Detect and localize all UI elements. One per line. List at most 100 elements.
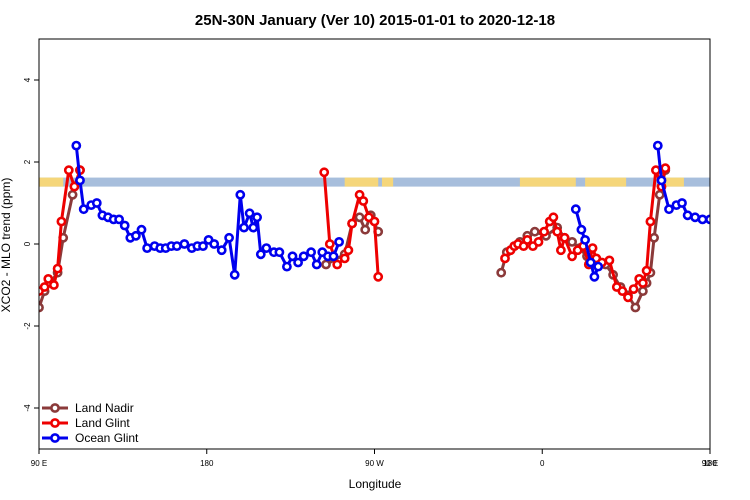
data-point	[360, 224, 371, 235]
data-point	[677, 198, 687, 208]
data-point	[78, 204, 89, 215]
series-layer	[39, 140, 743, 313]
data-point	[630, 302, 641, 313]
land-band-4	[585, 177, 627, 187]
data-point	[71, 140, 82, 151]
data-point	[570, 204, 581, 215]
x-tick-label: 90 W	[365, 459, 384, 468]
data-point	[604, 255, 615, 266]
data-point	[224, 232, 234, 243]
data-point	[49, 280, 59, 290]
data-point	[179, 239, 190, 249]
data-point	[682, 210, 693, 221]
data-point	[39, 282, 50, 292]
data-point	[654, 189, 665, 200]
data-point	[533, 236, 544, 247]
data-point	[75, 175, 85, 186]
data-point	[334, 236, 344, 247]
series-ocean-glint	[71, 140, 743, 282]
data-point	[209, 239, 220, 249]
data-point	[729, 232, 736, 239]
data-point	[287, 251, 298, 262]
land-ocean-band	[39, 177, 710, 187]
data-point	[328, 251, 339, 262]
land-band-1	[344, 177, 379, 187]
data-point	[593, 261, 604, 272]
data-point	[576, 224, 587, 235]
x-axis-label: Longitude	[349, 477, 402, 491]
data-point	[216, 245, 227, 256]
data-point	[587, 243, 598, 253]
data-point	[69, 181, 80, 192]
x-tick-label: 90 E	[702, 459, 718, 468]
data-point	[248, 222, 259, 233]
data-point	[645, 216, 656, 227]
data-point	[585, 257, 596, 268]
data-point	[229, 269, 240, 280]
data-point	[67, 189, 78, 200]
data-point	[343, 245, 354, 256]
data-point	[652, 140, 663, 151]
land-band-2	[381, 177, 394, 187]
data-point	[91, 198, 102, 208]
data-point	[651, 165, 661, 176]
data-point	[559, 232, 570, 243]
plot-frame	[38, 38, 711, 450]
data-point	[529, 226, 540, 237]
land-band-5	[665, 177, 684, 187]
data-point	[736, 226, 743, 233]
data-point	[332, 259, 343, 270]
data-point	[235, 189, 246, 200]
data-point	[281, 261, 292, 272]
data-point	[539, 226, 549, 237]
data-point	[714, 222, 721, 229]
data-point	[617, 286, 628, 296]
data-point	[347, 218, 357, 229]
y-tick-label: -4	[23, 404, 32, 412]
data-point	[293, 257, 303, 268]
data-point	[43, 273, 54, 284]
data-point	[500, 253, 510, 264]
data-point	[556, 245, 566, 256]
data-point	[63, 165, 74, 176]
data-point	[548, 212, 559, 223]
data-point	[552, 226, 563, 237]
data-point	[664, 204, 674, 215]
data-point	[298, 251, 309, 262]
data-point	[705, 214, 710, 225]
data-point	[239, 222, 249, 233]
legend-label: Land Nadir	[75, 401, 134, 415]
data-point	[580, 234, 590, 245]
data-point	[373, 271, 384, 282]
data-point	[114, 214, 124, 225]
data-point	[244, 208, 255, 219]
legend-entry: Ocean Glint	[42, 431, 139, 445]
y-axis: -4 -2 0 2 4	[23, 77, 39, 412]
data-point	[567, 236, 577, 247]
legend-swatch-marker	[50, 418, 60, 428]
data-point	[641, 265, 652, 276]
land-band-3	[519, 177, 576, 187]
legend-swatch-marker	[50, 403, 60, 413]
data-point	[274, 247, 285, 258]
data-point	[171, 241, 182, 251]
x-tick-label: 180	[703, 459, 717, 468]
legend-label: Land Glint	[75, 416, 130, 430]
data-point	[261, 243, 272, 253]
data-point	[142, 243, 152, 253]
data-point	[136, 224, 147, 235]
data-point	[656, 175, 667, 186]
data-point	[589, 271, 600, 282]
data-point	[311, 259, 322, 270]
series-land-glint	[39, 163, 671, 303]
data-point	[721, 234, 728, 241]
data-point	[496, 267, 507, 278]
data-point	[306, 247, 316, 258]
data-point	[354, 212, 365, 223]
data-point	[252, 212, 262, 223]
data-point	[339, 253, 350, 264]
data-point	[130, 230, 141, 241]
